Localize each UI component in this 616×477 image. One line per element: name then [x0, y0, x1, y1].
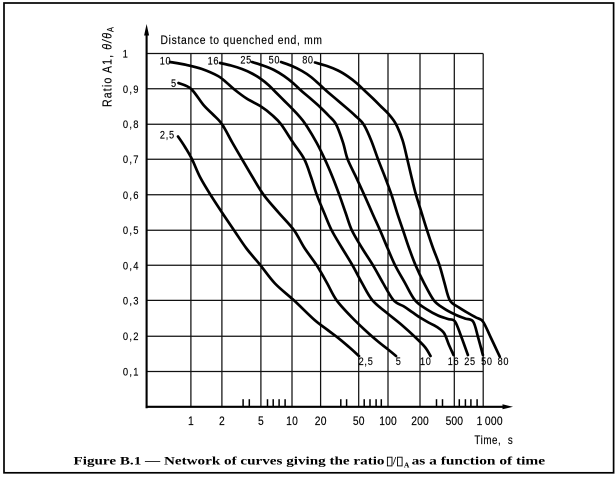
svg-text:0,5: 0,5: [123, 226, 139, 238]
svg-text:16: 16: [208, 56, 219, 68]
svg-text:25: 25: [240, 55, 251, 67]
svg-text:80: 80: [498, 357, 509, 369]
svg-text:200: 200: [411, 415, 428, 428]
svg-text:2: 2: [219, 415, 225, 428]
svg-text:0,9: 0,9: [123, 84, 139, 96]
svg-text:0,6: 0,6: [123, 190, 139, 202]
svg-text:50: 50: [353, 415, 365, 428]
svg-text:100: 100: [379, 415, 396, 428]
svg-text:0,2: 0,2: [123, 332, 139, 344]
svg-text:2,5: 2,5: [160, 130, 175, 142]
svg-text:5: 5: [258, 415, 264, 428]
svg-text:as a function of time: as a function of time: [412, 456, 545, 468]
svg-text:0,8: 0,8: [123, 120, 139, 132]
svg-text:0,7: 0,7: [123, 155, 139, 167]
svg-text:10: 10: [160, 56, 171, 68]
svg-text:0,3: 0,3: [123, 296, 139, 308]
svg-text:2,5: 2,5: [359, 357, 374, 369]
svg-text:50: 50: [269, 55, 280, 67]
svg-text:10: 10: [420, 357, 431, 369]
svg-text:5: 5: [171, 78, 176, 90]
svg-text:80: 80: [302, 55, 313, 67]
svg-text:0,1: 0,1: [123, 367, 139, 379]
svg-text:Distance to quenched end, mm: Distance to quenched end, mm: [161, 34, 322, 47]
svg-text:1: 1: [123, 49, 128, 61]
svg-text:1 000: 1 000: [477, 415, 503, 428]
svg-text:1: 1: [188, 415, 194, 428]
svg-text:25: 25: [464, 357, 475, 369]
svg-text:Figure B.1 — Network of curves: Figure B.1 — Network of curves giving th…: [74, 456, 385, 468]
svg-text:Time, s: Time, s: [474, 434, 512, 447]
svg-text:16: 16: [448, 357, 459, 369]
svg-text:5: 5: [396, 357, 401, 369]
svg-text:A: A: [404, 460, 410, 469]
svg-text:50: 50: [481, 357, 492, 369]
svg-text:10: 10: [286, 415, 298, 428]
svg-text:/: /: [392, 456, 397, 468]
svg-text:Ratio A1, θ/θA: Ratio A1, θ/θA: [101, 26, 116, 107]
svg-text:0,4: 0,4: [123, 261, 139, 273]
svg-text:500: 500: [446, 415, 463, 428]
svg-text:20: 20: [315, 415, 327, 428]
